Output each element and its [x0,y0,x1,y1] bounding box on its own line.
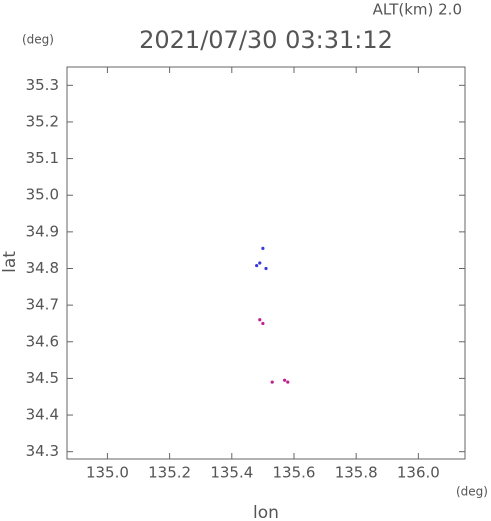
point [286,380,290,384]
x-tick-label: 135.0 [86,464,129,482]
x-tick-label: 136.0 [397,464,440,482]
point [270,380,274,384]
y-axis-label: lat [0,251,20,273]
y-unit: (deg) [22,33,54,47]
x-tick-label: 135.4 [210,464,253,482]
y-tick-label: 34.8 [26,259,59,277]
x-tick-label: 135.2 [148,464,191,482]
y-tick-label: 35.0 [26,186,59,204]
y-tick-label: 34.6 [26,332,59,350]
y-tick-label: 35.3 [26,76,59,94]
x-unit: (deg) [456,485,488,499]
chart-title: 2021/07/30 03:31:12 [139,26,393,54]
plot-frame [66,66,466,460]
point [255,263,259,268]
y-tick-label: 35.1 [26,149,59,167]
point [261,321,265,326]
y-tick-label: 34.3 [26,442,59,460]
y-tick-label: 34.4 [26,406,59,424]
point [283,378,287,382]
point [261,246,265,250]
x-tick-label: 135.6 [273,464,316,482]
point [258,318,262,322]
point [264,266,268,271]
point [258,261,262,265]
altitude-label: ALT(km) 2.0 [373,1,462,19]
x-tick-label: 135.8 [335,464,378,482]
x-axis-label: lon [253,503,279,521]
y-tick-label: 34.7 [26,296,59,314]
y-tick-label: 34.5 [26,369,59,387]
y-tick-label: 34.9 [26,222,59,240]
y-tick-label: 35.2 [26,112,59,130]
